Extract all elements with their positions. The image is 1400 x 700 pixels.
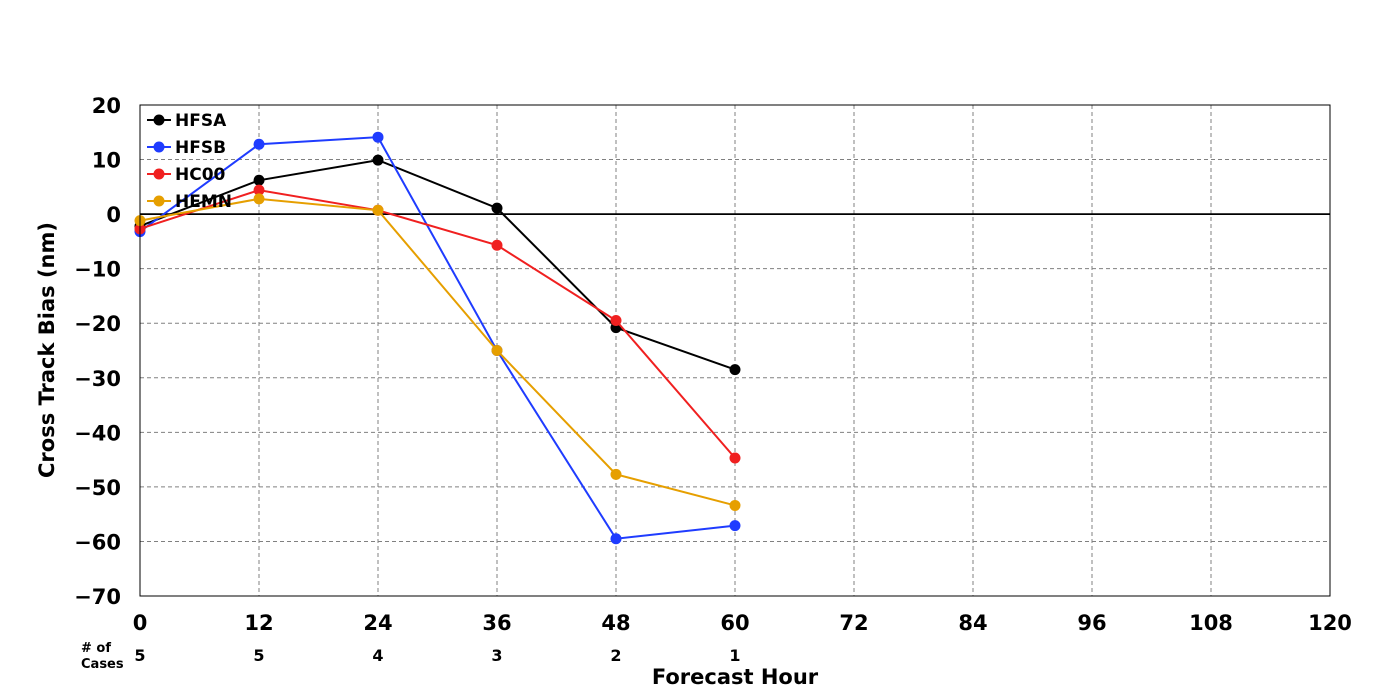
y-tick-label: 0 (106, 203, 121, 227)
data-series (134, 131, 741, 545)
y-tick-label: −20 (74, 312, 121, 336)
data-point (491, 345, 503, 356)
x-axis-title: Forecast Hour (652, 665, 819, 689)
series-hemn (134, 193, 741, 511)
x-tick-labels: 0 12 24 36 48 60 72 84 96 108 120 (133, 611, 1352, 635)
series-line (139, 189, 736, 459)
legend: HFSA HFSB HC00 HEMN (147, 111, 232, 212)
x-tick-label: 120 (1308, 611, 1352, 635)
y-tick-label: −60 (74, 530, 121, 554)
data-point (253, 174, 265, 186)
data-point (729, 364, 741, 376)
x-tick-label: 48 (601, 611, 630, 635)
x-tick-label: 96 (1077, 611, 1106, 635)
legend-entry-hemn: HEMN (147, 192, 232, 212)
case-count: 2 (610, 646, 621, 665)
data-point (372, 154, 384, 166)
x-tick-label: 108 (1189, 611, 1233, 635)
legend-marker (153, 114, 165, 126)
case-count: 1 (729, 646, 740, 665)
legend-label: HFSA (175, 111, 227, 131)
data-point (610, 533, 622, 545)
series-line (139, 159, 736, 371)
y-tick-label: −50 (74, 476, 121, 500)
data-point (253, 138, 265, 150)
legend-marker (153, 168, 165, 180)
data-point (491, 239, 503, 251)
case-count: 3 (491, 646, 502, 665)
legend-marker (153, 141, 165, 153)
series-line (139, 136, 736, 540)
data-point (253, 193, 265, 205)
data-point (372, 204, 384, 216)
case-count: 4 (372, 646, 383, 665)
data-point (610, 314, 622, 326)
x-tick-label: 24 (363, 611, 392, 635)
data-point (253, 184, 265, 196)
y-tick-label: 20 (92, 94, 121, 118)
y-tick-label: −40 (74, 421, 121, 445)
data-point (729, 520, 741, 532)
series-line (139, 197, 736, 507)
series-hfsa (134, 154, 741, 376)
legend-marker (153, 195, 165, 207)
legend-entry-hfsa: HFSA (147, 111, 227, 131)
data-point (491, 202, 503, 214)
legend-label: HEMN (175, 192, 232, 212)
cases-label: Cases (81, 657, 124, 672)
grid-lines (140, 105, 1330, 596)
case-count: 5 (134, 646, 145, 665)
data-point (729, 499, 741, 511)
case-count: 5 (253, 646, 264, 665)
legend-entry-hfsb: HFSB (147, 138, 226, 158)
y-tick-label: −70 (74, 585, 121, 609)
y-tick-label: 10 (92, 149, 121, 173)
y-tick-label: −30 (74, 367, 121, 391)
x-tick-label: 12 (244, 611, 273, 635)
x-tick-label: 0 (133, 611, 148, 635)
legend-label: HFSB (175, 138, 226, 158)
y-tick-labels: 20 10 0 −10 −20 −30 −40 −50 −60 −70 (74, 94, 121, 609)
legend-label: HC00 (175, 165, 226, 185)
data-point (610, 468, 622, 480)
y-tick-label: −10 (74, 258, 121, 282)
y-axis-title: Cross Track Bias (nm) (35, 222, 59, 478)
plot-frame (139, 104, 1331, 597)
x-tick-label: 84 (958, 611, 987, 635)
data-point (372, 131, 384, 143)
cases-label: # of (81, 641, 111, 656)
x-tick-label: 72 (839, 611, 868, 635)
legend-entry-hc00: HC00 (147, 165, 226, 185)
data-point (729, 452, 741, 464)
x-tick-label: 36 (482, 611, 511, 635)
series-hc00 (134, 184, 741, 464)
x-tick-label: 60 (720, 611, 749, 635)
